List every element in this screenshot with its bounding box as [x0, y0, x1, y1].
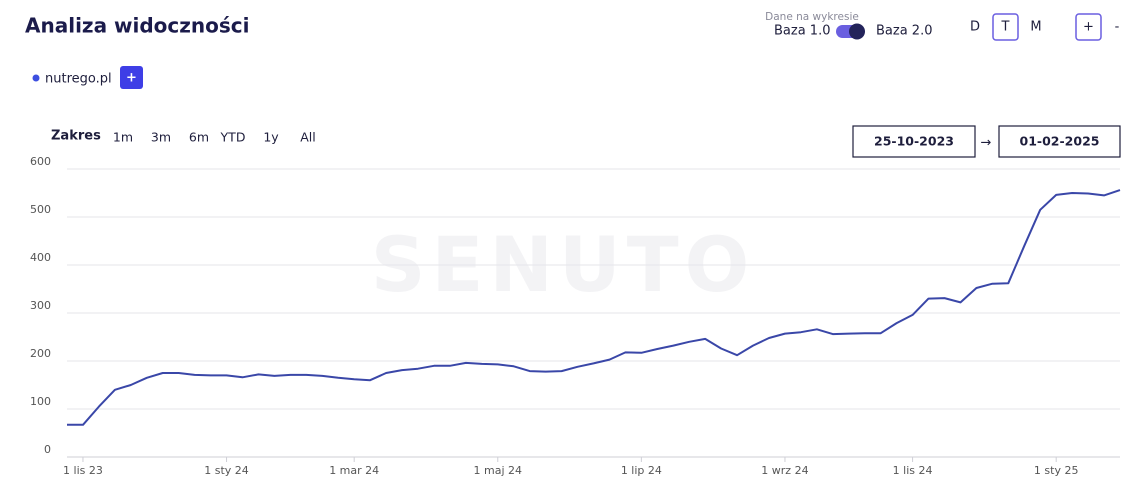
legend-label: nutrego.pl [45, 72, 112, 87]
watermark: SENUTO [371, 220, 755, 309]
y-tick-label: 0 [44, 443, 51, 456]
x-tick-label: 1 sty 24 [204, 464, 249, 477]
x-tick-label: 1 mar 24 [329, 464, 379, 477]
page-title: Analiza widoczności [25, 14, 250, 38]
y-tick-label: 500 [30, 203, 51, 216]
start-date-box[interactable] [852, 125, 976, 158]
y-tick-label: 200 [30, 347, 51, 360]
data-source-label: Dane na wykresie [765, 11, 859, 23]
granularity-week[interactable]: T [1001, 20, 1010, 35]
granularity-month[interactable]: M [1030, 20, 1041, 35]
range-option[interactable]: 3m [151, 130, 171, 145]
base-right[interactable]: Baza 2.0 [876, 24, 932, 39]
toggle-knob[interactable] [849, 23, 865, 40]
range-arrow: → [981, 136, 992, 151]
legend-dot [32, 74, 40, 82]
x-tick-label: 1 lis 23 [63, 464, 103, 477]
y-tick-label: 300 [30, 299, 51, 312]
range-label: Zakres [51, 129, 101, 144]
zoom-in[interactable]: + [1083, 20, 1094, 35]
add-domain-button[interactable] [120, 66, 143, 89]
y-tick-label: 100 [30, 395, 51, 408]
start-date[interactable]: 25-10-2023 [874, 134, 954, 149]
y-tick-label: 600 [30, 155, 51, 168]
x-tick-label: 1 sty 25 [1034, 464, 1079, 477]
end-date[interactable]: 01-02-2025 [1020, 134, 1100, 149]
base-left[interactable]: Baza 1.0 [774, 24, 830, 39]
x-tick-label: 1 wrz 24 [761, 464, 808, 477]
range-option[interactable]: YTD [220, 130, 246, 145]
range-option[interactable]: 1m [113, 130, 133, 145]
granularity-selected-box[interactable] [992, 13, 1019, 41]
x-tick-label: 1 lip 24 [621, 464, 662, 477]
zoom-in-box[interactable] [1075, 13, 1102, 41]
y-tick-label: 400 [30, 251, 51, 264]
x-tick-label: 1 maj 24 [474, 464, 523, 477]
zoom-out[interactable]: - [1115, 20, 1120, 35]
end-date-box[interactable] [998, 125, 1121, 158]
series-line [67, 189, 1121, 426]
range-option[interactable]: All [300, 130, 316, 145]
add-domain-label[interactable]: + [126, 71, 137, 86]
x-tick-label: 1 lis 24 [893, 464, 933, 477]
range-option[interactable]: 1y [263, 130, 279, 145]
range-option[interactable]: 6m [189, 130, 209, 145]
granularity-day[interactable]: D [970, 20, 980, 35]
